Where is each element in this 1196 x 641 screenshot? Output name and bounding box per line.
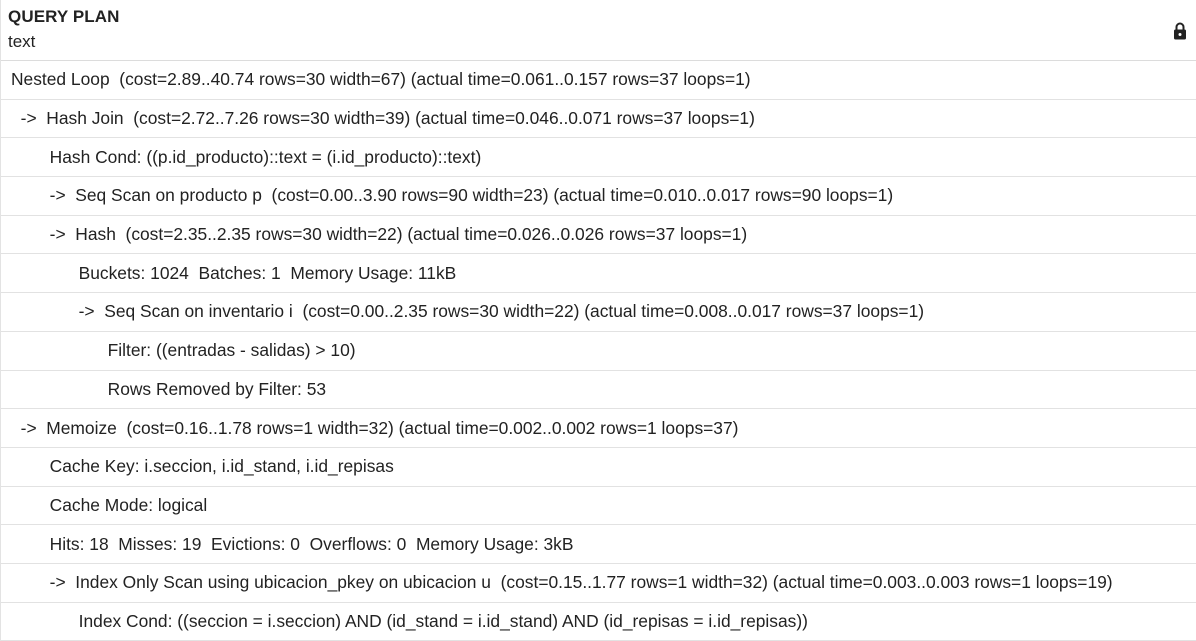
cell-text: -> Memoize (cost=0.16..1.78 rows=1 width…	[11, 417, 739, 438]
cell-text: Cache Key: i.seccion, i.id_stand, i.id_r…	[11, 456, 394, 477]
table-row[interactable]: Buckets: 1024 Batches: 1 Memory Usage: 1…	[1, 254, 1196, 294]
table-row[interactable]: -> Seq Scan on inventario i (cost=0.00..…	[1, 293, 1196, 332]
cell-text: Rows Removed by Filter: 53	[11, 378, 327, 399]
cell-text: Hits: 18 Misses: 19 Evictions: 0 Overflo…	[11, 533, 574, 554]
table-row[interactable]: Cache Mode: logical	[1, 487, 1196, 526]
table-row[interactable]: -> Hash Join (cost=2.72..7.26 rows=30 wi…	[1, 100, 1196, 139]
cell-text: Index Cond: ((seccion = i.seccion) AND (…	[11, 610, 808, 631]
cell-text: Nested Loop (cost=2.89..40.74 rows=30 wi…	[11, 69, 751, 90]
cell-text: Cache Mode: logical	[11, 494, 208, 515]
table-row[interactable]: Hash Cond: ((p.id_producto)::text = (i.i…	[1, 138, 1196, 178]
table-row[interactable]: Nested Loop (cost=2.89..40.74 rows=30 wi…	[1, 61, 1196, 100]
cell-text: -> Hash (cost=2.35..2.35 rows=30 width=2…	[11, 224, 748, 245]
table-row[interactable]: Hits: 18 Misses: 19 Evictions: 0 Overflo…	[1, 525, 1196, 564]
cell-text: Hash Cond: ((p.id_producto)::text = (i.i…	[11, 146, 482, 167]
column-name: QUERY PLAN	[8, 7, 120, 26]
table-row[interactable]: -> Hash (cost=2.35..2.35 rows=30 width=2…	[1, 216, 1196, 255]
cell-text: -> Hash Join (cost=2.72..7.26 rows=30 wi…	[11, 108, 755, 129]
lock-icon	[1174, 22, 1186, 40]
rows-container: Nested Loop (cost=2.89..40.74 rows=30 wi…	[1, 61, 1196, 641]
cell-text: Filter: ((entradas - salidas) > 10)	[11, 340, 356, 361]
cell-text: -> Index Only Scan using ubicacion_pkey …	[11, 572, 1113, 593]
column-header[interactable]: QUERY PLAN text	[1, 0, 1196, 61]
table-row[interactable]: -> Memoize (cost=0.16..1.78 rows=1 width…	[1, 409, 1196, 448]
table-row[interactable]: -> Index Only Scan using ubicacion_pkey …	[1, 564, 1196, 603]
table-row[interactable]: Index Cond: ((seccion = i.seccion) AND (…	[1, 603, 1196, 641]
table-row[interactable]: Cache Key: i.seccion, i.id_stand, i.id_r…	[1, 448, 1196, 487]
cell-text: -> Seq Scan on producto p (cost=0.00..3.…	[11, 185, 894, 206]
table-row[interactable]: -> Seq Scan on producto p (cost=0.00..3.…	[1, 177, 1196, 216]
cell-text: Buckets: 1024 Batches: 1 Memory Usage: 1…	[11, 262, 457, 283]
table-row[interactable]: Rows Removed by Filter: 53	[1, 371, 1196, 410]
cell-text: -> Seq Scan on inventario i (cost=0.00..…	[11, 301, 925, 322]
table-row[interactable]: Filter: ((entradas - salidas) > 10)	[1, 332, 1196, 371]
column-type: text	[8, 32, 36, 51]
